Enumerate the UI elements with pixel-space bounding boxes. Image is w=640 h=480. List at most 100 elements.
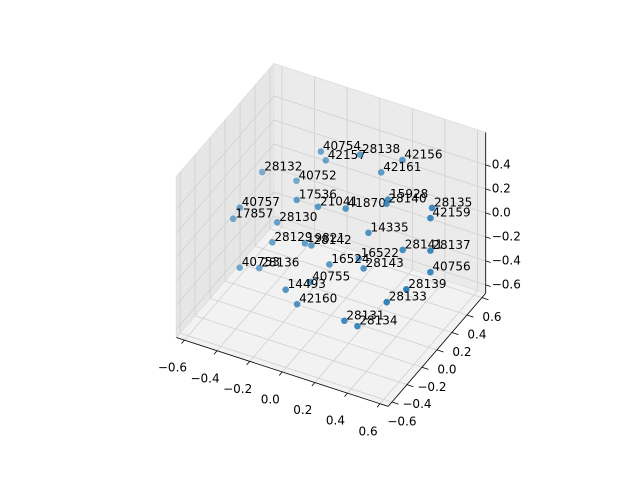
tick-mark xyxy=(246,361,250,366)
point xyxy=(229,215,237,223)
point xyxy=(255,264,263,272)
tick-mark xyxy=(451,332,459,335)
point-label: 28130 xyxy=(279,210,317,224)
point-label: 28137 xyxy=(432,238,470,252)
point xyxy=(428,204,436,212)
x-tick-label: 0.4 xyxy=(326,414,345,428)
point-label: 28132 xyxy=(264,160,302,174)
point-label: 17536 xyxy=(299,187,337,201)
point-label: 40753 xyxy=(242,255,280,269)
point xyxy=(301,240,309,247)
y-tick-label: −0.2 xyxy=(417,380,446,394)
point-label: 40754 xyxy=(323,139,361,153)
grid-line xyxy=(239,263,453,333)
point xyxy=(322,156,330,164)
point-label: 28136 xyxy=(261,256,299,270)
point xyxy=(399,246,407,254)
point xyxy=(399,156,406,164)
point xyxy=(383,298,391,306)
point xyxy=(365,229,372,237)
grid-line xyxy=(273,95,486,166)
point xyxy=(269,239,276,246)
point-label: 19821 xyxy=(307,231,345,245)
point xyxy=(273,219,281,226)
z-tick-label: −0.4 xyxy=(492,253,521,267)
tick-mark xyxy=(485,284,491,287)
point-label: 28141 xyxy=(405,237,443,251)
x-tick-label: −0.2 xyxy=(223,382,252,396)
point-label: 28139 xyxy=(408,277,446,291)
point xyxy=(317,148,325,155)
point xyxy=(306,278,314,286)
point-label: 40755 xyxy=(312,270,350,284)
point xyxy=(308,242,315,249)
point xyxy=(355,255,363,262)
tick-mark xyxy=(485,164,491,167)
point xyxy=(236,264,244,272)
point-label: 40752 xyxy=(298,168,336,182)
grid-line xyxy=(273,215,486,286)
point xyxy=(314,203,322,211)
tick-mark xyxy=(213,350,218,355)
tick-mark xyxy=(485,260,491,263)
point-label: 28142 xyxy=(313,233,351,247)
point xyxy=(383,200,390,208)
point xyxy=(360,265,367,272)
point-label: 28140 xyxy=(388,191,426,205)
y-tick-label: −0.6 xyxy=(387,415,416,429)
point-label: 16524 xyxy=(331,252,369,266)
tick-mark xyxy=(421,366,429,370)
point-label: 40756 xyxy=(432,260,470,274)
tick-mark xyxy=(344,392,348,397)
tick-mark xyxy=(278,371,283,376)
grid-line xyxy=(175,143,275,258)
y-tick-label: 0.6 xyxy=(482,310,501,324)
grid-line xyxy=(273,119,486,190)
tick-mark xyxy=(485,188,491,191)
x-tick-label: −0.4 xyxy=(190,371,219,385)
point xyxy=(427,247,434,254)
grid-line xyxy=(273,191,486,262)
tick-mark xyxy=(485,212,491,215)
point-label: 16522 xyxy=(361,246,399,260)
grid-line xyxy=(175,215,275,330)
x-tick-label: 0.6 xyxy=(359,424,378,438)
point-label: 40757 xyxy=(242,195,280,209)
point xyxy=(258,168,266,176)
point-label: 28135 xyxy=(434,195,472,209)
point xyxy=(354,322,361,330)
grid-line xyxy=(175,191,275,306)
tick-mark xyxy=(466,314,474,318)
z-tick-label: 0.4 xyxy=(492,157,511,171)
y-tick-label: 0.0 xyxy=(437,362,456,376)
point-label: 42160 xyxy=(299,292,337,306)
point xyxy=(403,286,410,293)
z-tick-label: 0.2 xyxy=(492,181,511,195)
point xyxy=(293,177,300,185)
z-tick-label: −0.6 xyxy=(492,277,521,291)
point xyxy=(356,151,364,158)
point-label: 14493 xyxy=(288,277,326,291)
tick-mark xyxy=(311,382,316,387)
point-label: 42157 xyxy=(328,148,366,162)
grid-line xyxy=(209,297,423,368)
tick-mark xyxy=(181,339,185,344)
point xyxy=(293,196,301,204)
point-label: 28131 xyxy=(346,308,384,322)
point-label: 14335 xyxy=(370,220,408,234)
point-label: 28129 xyxy=(274,230,312,244)
point xyxy=(341,317,348,325)
y-tick-label: 0.4 xyxy=(467,328,486,342)
point-label: 42159 xyxy=(432,206,470,220)
grid-line xyxy=(175,95,275,210)
tick-mark xyxy=(485,236,491,239)
point-label: 28143 xyxy=(366,256,404,270)
y-axis-line xyxy=(387,293,487,407)
z-tick-label: −0.2 xyxy=(492,229,521,243)
tick-mark xyxy=(376,403,381,408)
point xyxy=(326,261,333,268)
point-label: 42156 xyxy=(404,148,442,162)
point-label: 21041 xyxy=(320,194,358,208)
point xyxy=(293,300,301,308)
